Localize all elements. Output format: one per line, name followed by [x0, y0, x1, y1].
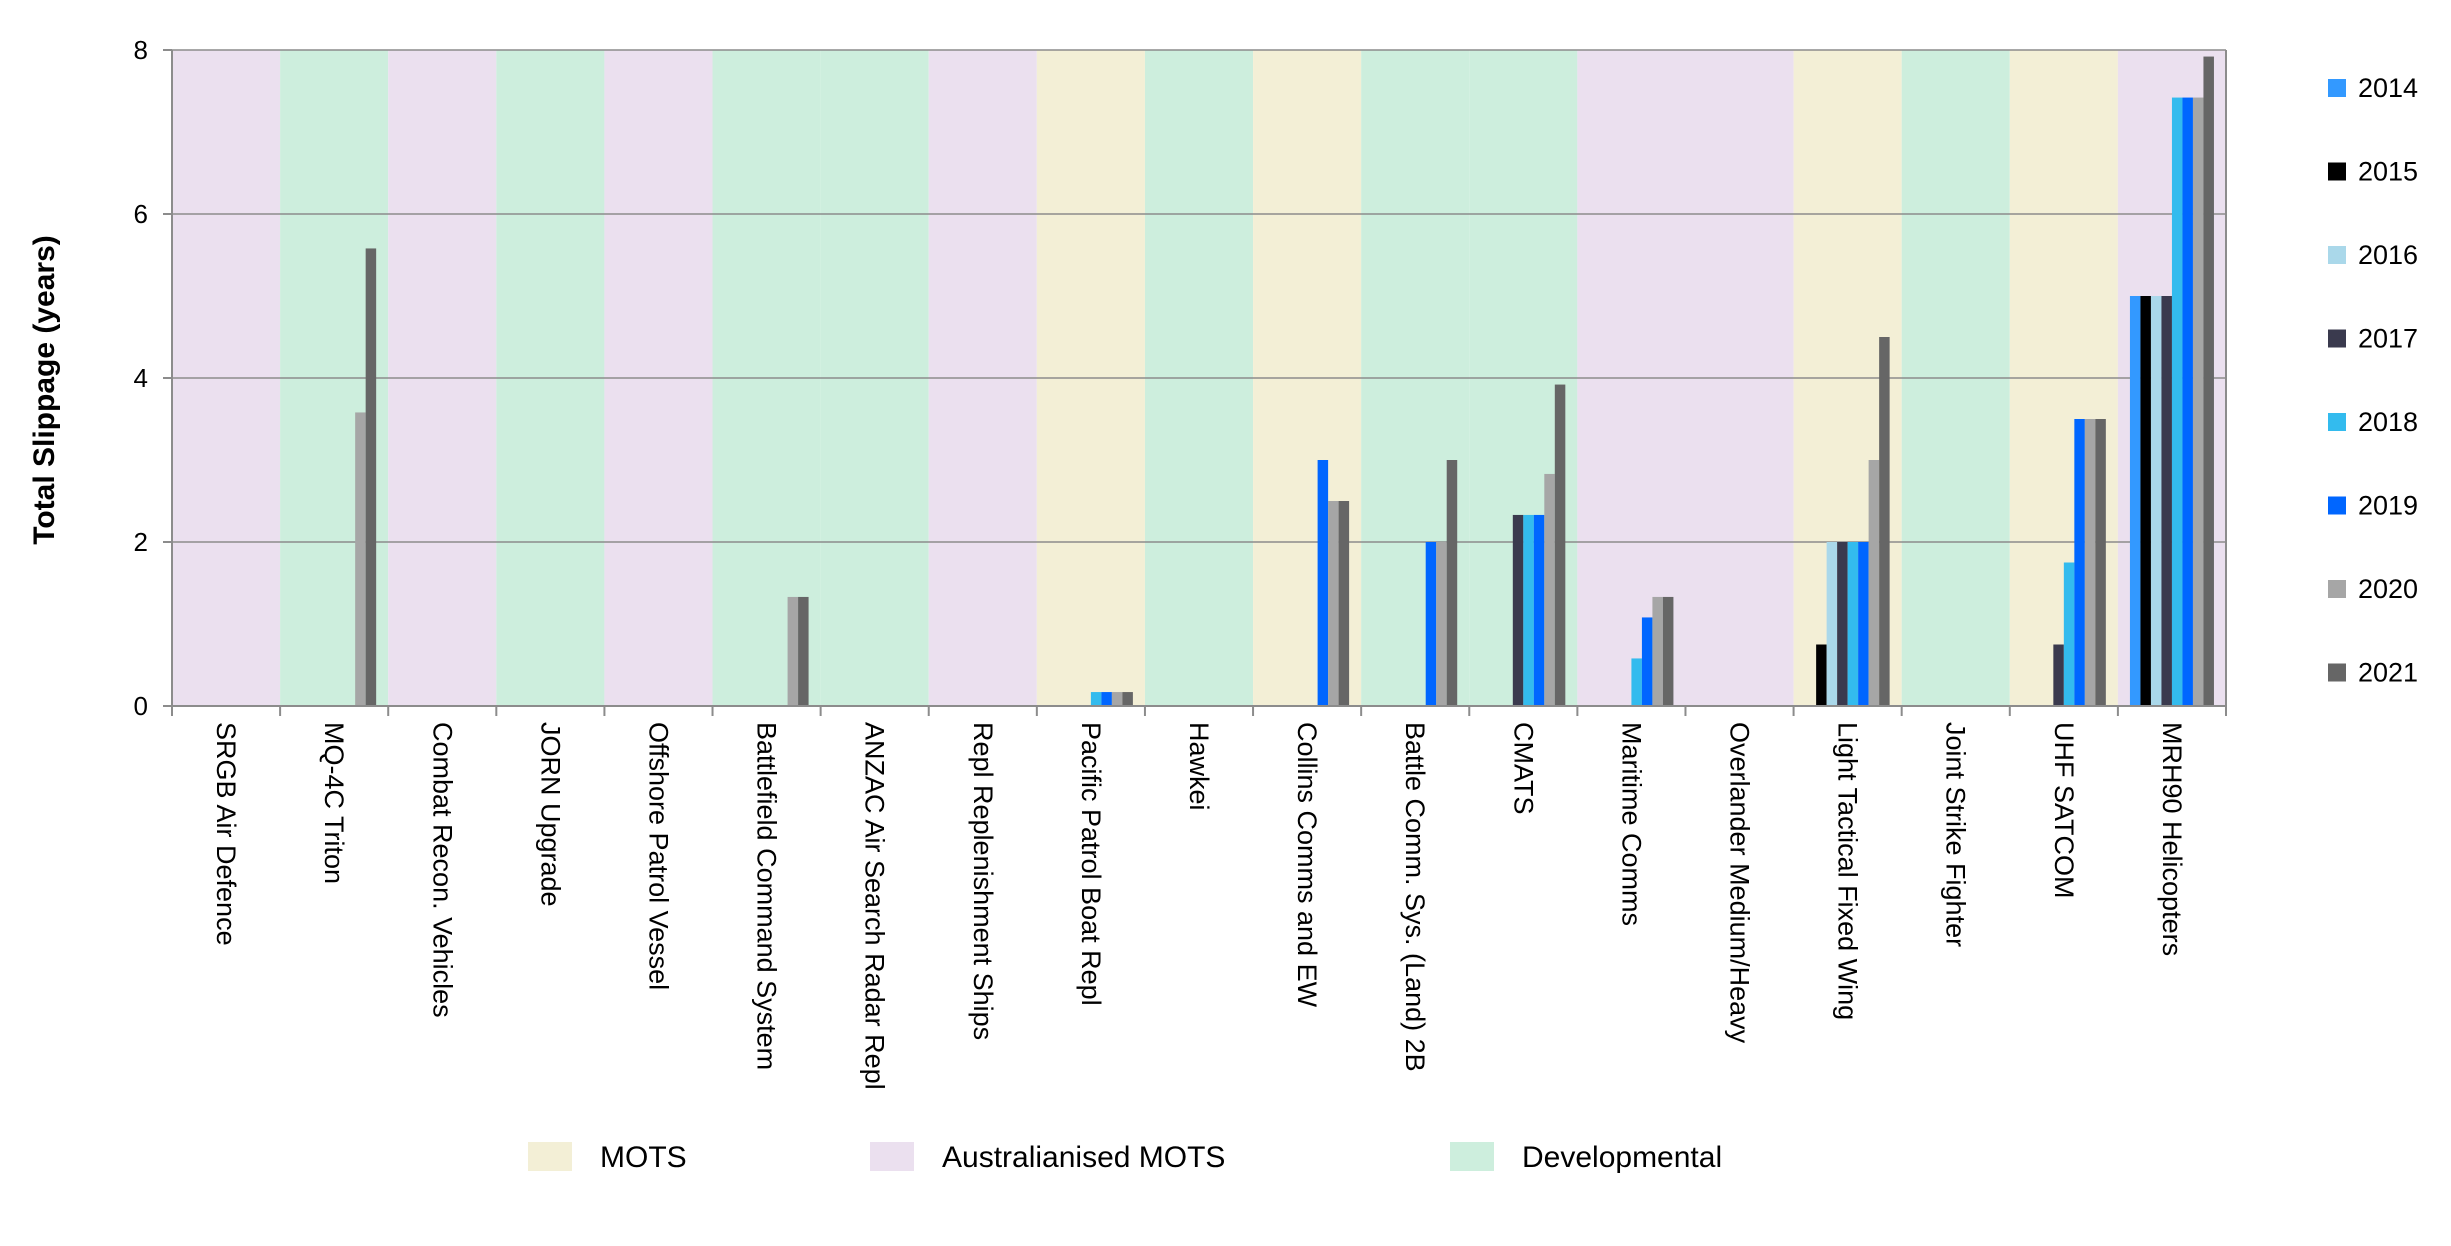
x-tick-label: JORN Upgrade: [535, 722, 565, 907]
y-tick-label: 2: [134, 527, 148, 557]
bar-2020: [1111, 692, 1123, 706]
x-tick-label: MRH90 Helicopters: [2157, 722, 2187, 956]
bar-2015: [1816, 644, 1827, 706]
x-tick-label: Repl Replenishment Ships: [968, 722, 998, 1040]
x-tick-label: Battlefield Command System: [752, 722, 782, 1070]
x-tick-label: ANZAC Air Search Radar Repl: [860, 722, 890, 1090]
x-tick-label: SRGB Air Defence: [211, 722, 241, 946]
bar-2019: [2074, 419, 2085, 706]
x-tick-label: Collins Comms and EW: [1292, 722, 1322, 1008]
bar-2021: [2095, 419, 2106, 706]
y-tick-label: 8: [134, 35, 148, 65]
type-legend-label: Developmental: [1522, 1141, 1722, 1174]
bar-2019: [1533, 514, 1545, 706]
legend-swatch-2018: [2328, 413, 2346, 431]
type-legend-swatch: [528, 1142, 572, 1171]
bar-2018: [2063, 562, 2075, 706]
type-legend-swatch: [870, 1142, 914, 1171]
type-legend-swatch: [1450, 1142, 1494, 1171]
legend-swatch-2017: [2328, 329, 2346, 348]
type-legend-label: MOTS: [600, 1141, 687, 1174]
bar-2020: [1328, 501, 1339, 706]
bar-2018: [1523, 514, 1534, 706]
bar-2020: [1436, 542, 1447, 706]
legend-label-2016: 2016: [2358, 240, 2418, 270]
bars: [355, 56, 2214, 707]
x-tick-label: UHF SATCOM: [2049, 722, 2079, 899]
legend-swatch-2020: [2328, 580, 2346, 598]
bar-2019: [1858, 542, 1869, 706]
bar-2020: [787, 596, 799, 706]
bar-2018: [1631, 658, 1642, 706]
bar-2020: [1544, 473, 1555, 706]
bar-2018: [1847, 542, 1859, 706]
bar-2015: [2140, 296, 2151, 706]
legend-swatch-2014: [2328, 79, 2346, 97]
bar-2016: [2150, 296, 2162, 706]
legend-label-2017: 2017: [2358, 324, 2418, 354]
legend-label-2020: 2020: [2358, 574, 2418, 604]
bar-2020: [1652, 596, 1663, 706]
bar-2017: [2161, 296, 2172, 706]
x-tick-label: Offshore Patrol Vessel: [643, 722, 673, 990]
x-tick-label: CMATS: [1508, 722, 1538, 815]
x-tick-label: Maritime Comms: [1616, 722, 1646, 926]
bar-2019: [2182, 97, 2193, 706]
y-tick-label: 4: [134, 363, 148, 393]
bar-2014: [2129, 296, 2141, 706]
x-tick-label: Battle Comm. Sys. (Land) 2B: [1400, 722, 1430, 1072]
bar-2020: [2192, 97, 2204, 706]
x-tick-labels: SRGB Air Defence MQ-4C Triton Combat Recon…: [211, 722, 2187, 1090]
x-tick-label: Hawkei: [1184, 722, 1214, 811]
series-legend: 2014 2015 2016 2017 2018 2019 2020 2021: [2328, 73, 2418, 688]
bar-2020: [355, 412, 366, 706]
y-tick-label: 6: [134, 199, 148, 229]
bar-2018: [1090, 692, 1102, 706]
bar-2016: [1826, 542, 1838, 706]
bar-2017: [1837, 542, 1848, 706]
x-tick-label: Joint Strike Fighter: [1941, 722, 1971, 947]
legend-swatch-2019: [2328, 496, 2346, 515]
y-tick-labels: 0 2 4 6 8: [134, 35, 148, 721]
type-legend: MOTS Australianised MOTS Developmental: [528, 1141, 1722, 1174]
legend-label-2021: 2021: [2358, 658, 2418, 688]
bar-2019: [1641, 617, 1653, 706]
bar-2021: [1122, 692, 1133, 706]
bar-2019: [1425, 542, 1437, 706]
type-legend-label: Australianised MOTS: [942, 1141, 1225, 1174]
bar-2020: [1868, 460, 1880, 706]
legend-label-2015: 2015: [2358, 157, 2418, 187]
legend-swatch-2021: [2328, 663, 2346, 682]
y-tick-label: 0: [134, 691, 148, 721]
bar-2021: [2203, 56, 2214, 707]
bar-2021: [1338, 501, 1350, 706]
x-tick-label: Light Tactical Fixed Wing: [1833, 722, 1863, 1020]
axes: [163, 49, 2227, 716]
bar-2021: [1879, 337, 1890, 706]
bar-2019: [1317, 460, 1329, 706]
bar-2021: [365, 248, 377, 706]
bar-2017: [2053, 644, 2064, 706]
bar-2021: [1662, 596, 1674, 706]
legend-label-2018: 2018: [2358, 407, 2418, 437]
legend-label-2019: 2019: [2358, 491, 2418, 521]
bar-2021: [1446, 460, 1458, 706]
y-axis-label: Total Slippage (years): [28, 235, 61, 545]
bar-2021: [1554, 384, 1566, 706]
x-tick-label: MQ-4C Triton: [319, 722, 349, 884]
legend-label-2014: 2014: [2358, 73, 2418, 103]
bar-2018: [2171, 97, 2183, 706]
bar-2021: [798, 596, 809, 706]
bar-2020: [2084, 419, 2096, 706]
x-tick-label: Pacific Patrol Boat Repl: [1076, 722, 1106, 1006]
x-tick-label: Combat Recon. Vehicles: [427, 722, 457, 1018]
bar-2019: [1101, 692, 1112, 706]
legend-swatch-2015: [2328, 162, 2346, 181]
bar-2017: [1512, 514, 1524, 706]
legend-swatch-2016: [2328, 246, 2346, 264]
x-tick-label: Overlander Medium/Heavy: [1725, 722, 1755, 1044]
